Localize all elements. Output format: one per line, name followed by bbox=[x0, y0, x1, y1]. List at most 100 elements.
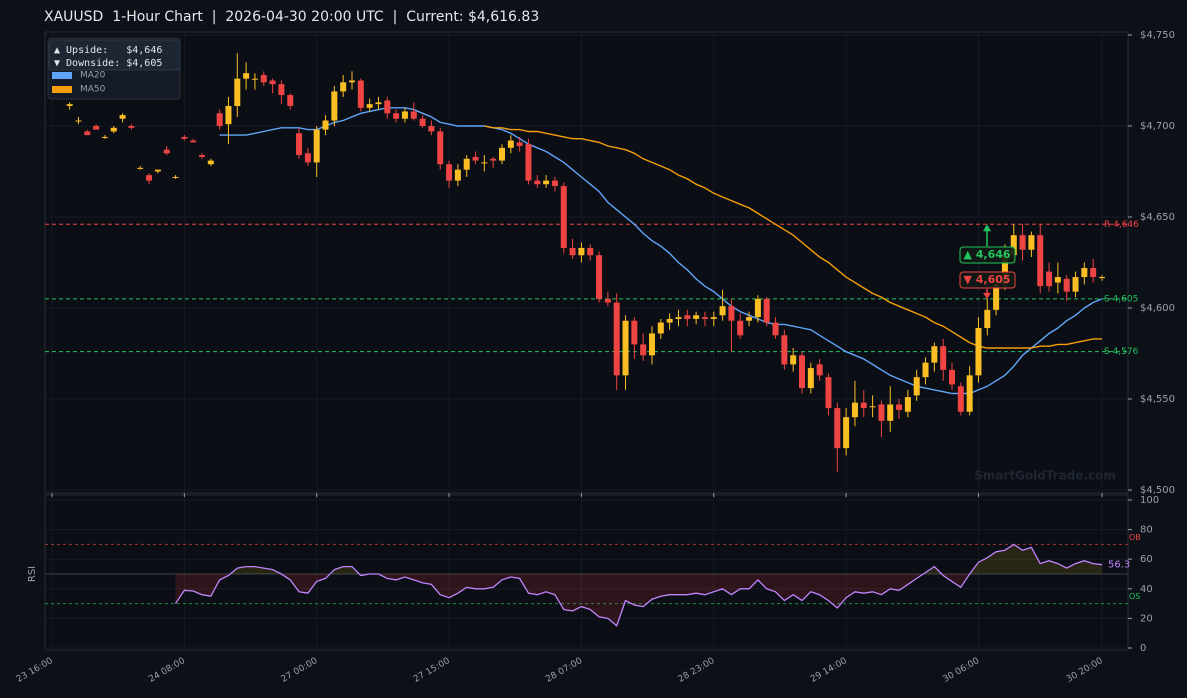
ma-line bbox=[219, 107, 1103, 395]
candle-body bbox=[710, 317, 717, 319]
annotation-label: ▼ 4,605 bbox=[963, 273, 1010, 286]
candle-body bbox=[1046, 271, 1053, 287]
candle-body bbox=[66, 104, 73, 106]
candle-body bbox=[101, 136, 108, 138]
candle-body bbox=[234, 78, 241, 106]
y-tick-label: 0 bbox=[1140, 643, 1146, 654]
rsi-line bbox=[174, 543, 1103, 627]
candle-body bbox=[799, 355, 805, 389]
candle-body bbox=[684, 315, 691, 319]
watermark: SmartGoldTrade.com bbox=[974, 469, 1116, 483]
candle-body bbox=[525, 144, 532, 181]
candle-body bbox=[393, 113, 400, 119]
candle-body bbox=[119, 115, 126, 119]
candle-body bbox=[366, 104, 373, 108]
candle-body bbox=[754, 298, 761, 318]
annotation-label: ▲ 4,646 bbox=[963, 248, 1010, 261]
candle-body bbox=[1099, 277, 1105, 279]
candle-body bbox=[349, 80, 355, 83]
annotation-arrowhead bbox=[983, 224, 991, 232]
candle-body bbox=[251, 78, 258, 80]
annotation-box bbox=[959, 271, 1016, 289]
candle-body bbox=[949, 369, 955, 385]
candle-body bbox=[454, 169, 461, 181]
info-line: ▼ Downside: $4,605 bbox=[54, 58, 162, 69]
candle-body bbox=[437, 131, 444, 165]
rsi-fill-below bbox=[175, 574, 1102, 626]
level-label: S 4,576 bbox=[1104, 347, 1139, 357]
candle-body bbox=[984, 309, 991, 329]
ma-line bbox=[484, 125, 1102, 349]
rsi-last-value: 56.3 bbox=[1108, 560, 1130, 571]
candle-body bbox=[181, 136, 188, 139]
y-tick-label: 60 bbox=[1140, 554, 1153, 565]
candle-body bbox=[340, 82, 347, 92]
candle-body bbox=[287, 95, 294, 106]
candle-body bbox=[763, 298, 770, 323]
candle-body bbox=[357, 80, 364, 108]
candle-body bbox=[163, 149, 170, 154]
candle-body bbox=[790, 355, 797, 365]
candle-body bbox=[825, 377, 832, 409]
candle-body bbox=[675, 317, 682, 319]
candle-body bbox=[957, 386, 964, 412]
candle-body bbox=[110, 127, 117, 132]
y-tick-label: 40 bbox=[1140, 584, 1153, 595]
info-box bbox=[48, 39, 181, 71]
candle-body bbox=[199, 155, 205, 157]
candle-body bbox=[1037, 235, 1044, 287]
candle-body bbox=[807, 368, 814, 389]
candle-body bbox=[781, 335, 788, 365]
info-line: ▲ Upside: $4,646 bbox=[54, 45, 162, 56]
candle-body bbox=[613, 302, 620, 376]
y-tick-label: $4,700 bbox=[1140, 121, 1175, 132]
candle-body bbox=[701, 317, 708, 319]
candle-body bbox=[313, 129, 320, 163]
candle-body bbox=[146, 175, 153, 181]
candle-body bbox=[154, 169, 161, 172]
candle-body bbox=[1081, 267, 1088, 278]
candle-body bbox=[534, 180, 541, 185]
candle-body bbox=[1028, 235, 1035, 250]
candle-body bbox=[993, 284, 1000, 310]
candle-body bbox=[296, 133, 303, 156]
candle-body bbox=[516, 142, 523, 147]
annotation-arrowhead bbox=[983, 292, 991, 299]
candle-body bbox=[260, 75, 267, 83]
candle-body bbox=[419, 118, 426, 126]
candle-body bbox=[75, 120, 82, 122]
candle-body bbox=[551, 180, 558, 187]
candle-body bbox=[719, 306, 726, 316]
candle-body bbox=[84, 131, 91, 136]
annotation-box bbox=[959, 246, 1016, 264]
candle-body bbox=[666, 318, 673, 323]
candle-body bbox=[834, 408, 841, 449]
candle-body bbox=[137, 167, 144, 169]
candle-body bbox=[1019, 235, 1026, 250]
candle-body bbox=[304, 153, 311, 163]
y-tick-label: 20 bbox=[1140, 613, 1153, 624]
y-tick-label: $4,550 bbox=[1140, 394, 1175, 405]
candle-body bbox=[737, 320, 744, 336]
candle-body bbox=[1054, 277, 1061, 283]
candle-body bbox=[278, 84, 285, 96]
candle-body bbox=[269, 80, 276, 85]
candle-body bbox=[604, 298, 611, 303]
candle-body bbox=[940, 346, 947, 370]
candle-body bbox=[1072, 277, 1079, 292]
candle-body bbox=[931, 346, 938, 363]
candle-body bbox=[322, 120, 329, 130]
candle-body bbox=[543, 180, 550, 185]
candle-body bbox=[640, 344, 647, 356]
candle-body bbox=[596, 255, 603, 299]
candle-body bbox=[843, 417, 850, 449]
candle-body bbox=[860, 402, 867, 409]
candle-body bbox=[896, 404, 903, 410]
y-tick-label: 80 bbox=[1140, 525, 1153, 536]
candle-body bbox=[481, 162, 488, 164]
legend-swatch bbox=[52, 86, 72, 93]
y-tick-label: $4,600 bbox=[1140, 303, 1175, 314]
candle-body bbox=[225, 105, 232, 125]
candle-body bbox=[966, 375, 973, 412]
